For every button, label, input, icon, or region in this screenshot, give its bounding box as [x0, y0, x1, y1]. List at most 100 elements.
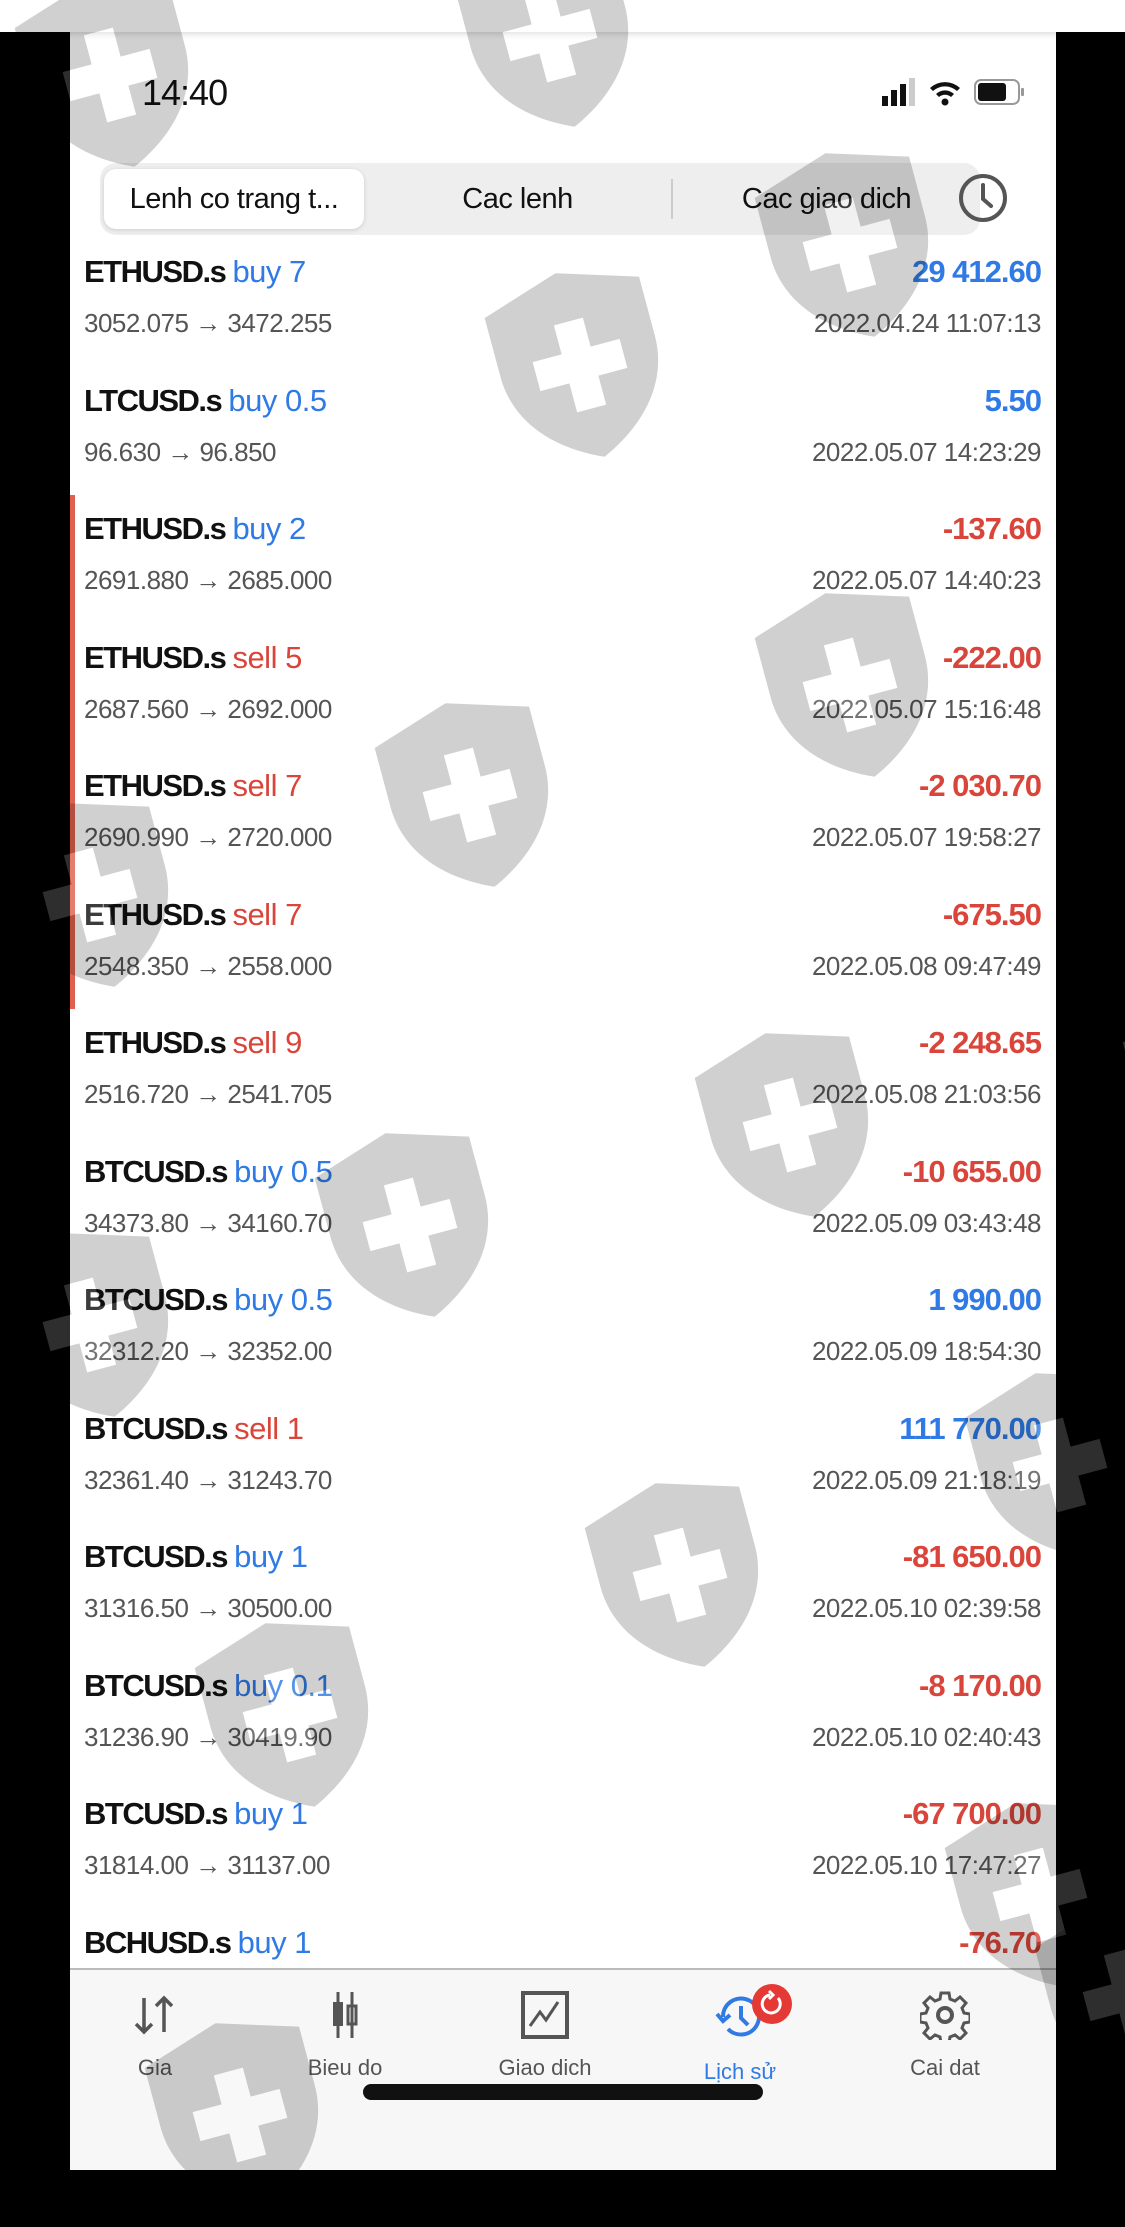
trade-datetime: 2022.05.10 17:47:27: [811, 1850, 1042, 1880]
trade-profit: -81 650.00: [902, 1539, 1042, 1574]
trade-row[interactable]: BTCUSD.s buy 0.5 1 990.00 32312.20 → 323…: [70, 1266, 1056, 1395]
trade-side: buy 2: [232, 511, 306, 546]
phone-screen: 14:40 Lenh co trang t... Cac lenh Cac gi…: [70, 32, 1056, 2170]
trade-side: buy 0.1: [234, 1667, 333, 1703]
trade-datetime: 2022.05.08 09:47:49: [811, 950, 1042, 981]
trade-datetime: 2022.05.09 18:54:30: [811, 1336, 1042, 1366]
nav-gia[interactable]: Gia: [75, 1990, 235, 2081]
trade-side: sell 9: [232, 1025, 302, 1060]
trade-symbol: ETHUSD.s sell 7: [84, 768, 302, 803]
trade-row[interactable]: BTCUSD.s buy 1 -67 700.00 31814.00 → 311…: [70, 1780, 1056, 1909]
trade-datetime: 2022.05.07 15:16:48: [811, 693, 1042, 724]
tab-deals[interactable]: Cac giao dich: [741, 183, 912, 215]
trade-profit: -8 170.00: [919, 1667, 1042, 1703]
trade-row[interactable]: BTCUSD.s buy 0.1 -8 170.00 31236.90 → 30…: [70, 1652, 1056, 1781]
trade-row[interactable]: BCHUSD.s buy 1 -76.70: [70, 1909, 1056, 2038]
wifi-icon: [930, 82, 960, 106]
trade-profit: -675.50: [942, 896, 1042, 932]
trade-datetime: 2022.05.10 02:39:58: [811, 1593, 1042, 1623]
tab-divider: [671, 179, 673, 219]
trade-prices: 32361.40 → 31243.70: [84, 1464, 332, 1495]
trade-symbol: ETHUSD.s buy 2: [84, 511, 306, 546]
trade-side: sell 7: [232, 768, 302, 803]
trade-symbol: ETHUSD.s sell 5: [84, 639, 302, 675]
nav-lich-su[interactable]: Lịch sử: [660, 1984, 820, 2085]
trade-profit: 29 412.60: [912, 254, 1042, 289]
trade-symbol: BTCUSD.s buy 0.1: [84, 1667, 333, 1703]
trade-row[interactable]: LTCUSD.s buy 0.5 5.50 96.630 → 96.850 20…: [70, 367, 1056, 496]
trade-row[interactable]: ETHUSD.s sell 5 -222.00 2687.560 → 2692.…: [70, 623, 1056, 753]
trade-prices: 31316.50 → 30500.00: [84, 1593, 332, 1623]
trade-symbol: BTCUSD.s buy 0.5: [84, 1282, 333, 1317]
nav-bieu-do[interactable]: Bieu do: [265, 1990, 425, 2081]
bottom-nav: Gia Bieu do Giao dich Lịch sử Cai dat: [70, 1968, 1056, 2170]
trade-side: buy 1: [234, 1539, 308, 1574]
trade-prices: 31814.00 → 31137.00: [84, 1850, 330, 1880]
nav-giao-dich[interactable]: Giao dich: [465, 1990, 625, 2081]
trade-profit: 5.50: [984, 382, 1042, 418]
candlestick-icon: [333, 1992, 358, 2038]
trade-datetime: 2022.05.09 21:18:19: [811, 1464, 1042, 1495]
trade-datetime: 2022.05.07 19:58:27: [811, 822, 1042, 852]
trade-row[interactable]: BTCUSD.s sell 1 111 770.00 32361.40 → 31…: [70, 1395, 1056, 1524]
battery-icon: [974, 79, 1024, 105]
trade-row[interactable]: ETHUSD.s sell 7 -2 030.70 2690.990 → 272…: [70, 752, 1056, 881]
trade-symbol: BTCUSD.s buy 1: [84, 1539, 308, 1574]
top-strip: [0, 0, 1125, 32]
trade-row[interactable]: ETHUSD.s buy 7 29 412.60 3052.075 → 3472…: [70, 238, 1056, 367]
trade-profit: -76.70: [959, 1924, 1042, 1960]
trade-symbol: LTCUSD.s buy 0.5: [84, 382, 327, 418]
trade-profit: -2 248.65: [919, 1025, 1042, 1060]
trade-prices: 2691.880 → 2685.000: [84, 565, 332, 595]
trade-prices: 96.630 → 96.850: [84, 436, 277, 467]
trade-symbol: BCHUSD.s buy 1: [84, 1924, 311, 1960]
status-bar: 14:40: [70, 32, 1056, 152]
trade-datetime: 2022.05.08 21:03:56: [811, 1079, 1042, 1109]
gear-icon: [918, 1991, 972, 2045]
trade-symbol: ETHUSD.s sell 9: [84, 1025, 302, 1060]
trade-row[interactable]: ETHUSD.s sell 7 -675.50 2548.350 → 2558.…: [70, 880, 1056, 1010]
home-indicator: [363, 2084, 763, 2100]
trade-row[interactable]: ETHUSD.s buy 2 -137.60 2691.880 → 2685.0…: [70, 495, 1056, 624]
trade-symbol: ETHUSD.s buy 7: [84, 254, 306, 289]
clock-icon[interactable]: [956, 171, 1010, 225]
trade-datetime: 2022.04.24 11:07:13: [813, 308, 1042, 338]
trade-side: buy 7: [232, 254, 306, 289]
shield-watermark-icon: [1084, 1703, 1125, 1887]
trade-row[interactable]: ETHUSD.s sell 9 -2 248.65 2516.720 → 254…: [70, 1009, 1056, 1138]
trade-side: buy 0.5: [228, 382, 327, 418]
tab-positions[interactable]: Lenh co trang t...: [104, 169, 364, 229]
trade-prices: 34373.80 → 34160.70: [84, 1207, 332, 1238]
trade-datetime: 2022.05.07 14:23:29: [811, 436, 1042, 467]
trade-row[interactable]: BTCUSD.s buy 1 -81 650.00 31316.50 → 305…: [70, 1523, 1056, 1652]
trade-profit: 1 990.00: [928, 1282, 1042, 1317]
trade-chart-icon: [521, 1991, 569, 2039]
trade-symbol: BTCUSD.s sell 1: [84, 1410, 304, 1446]
trade-profit: -222.00: [942, 639, 1042, 675]
trade-side: buy 0.5: [234, 1153, 333, 1189]
trade-datetime: 2022.05.10 02:40:43: [811, 1721, 1042, 1752]
trade-side: buy 1: [234, 1796, 308, 1831]
trade-side: sell 1: [234, 1410, 304, 1446]
trade-prices: 2516.720 → 2541.705: [84, 1079, 332, 1109]
trade-symbol: BTCUSD.s buy 1: [84, 1796, 308, 1831]
trade-side: sell 7: [232, 896, 302, 932]
trade-side: buy 0.5: [234, 1282, 333, 1317]
trade-prices: 31236.90 → 30419.90: [84, 1721, 332, 1752]
trade-prices: 3052.075 → 3472.255: [84, 308, 332, 338]
nav-cai-dat[interactable]: Cai dat: [865, 1990, 1025, 2081]
trade-profit: -10 655.00: [902, 1153, 1042, 1189]
tab-orders[interactable]: Cac lenh: [462, 183, 573, 215]
trade-profit: 111 770.00: [899, 1410, 1042, 1446]
trade-prices: 2687.560 → 2692.000: [84, 693, 332, 724]
trade-side: sell 5: [232, 639, 302, 675]
trade-prices: 2548.350 → 2558.000: [84, 950, 332, 981]
shield-watermark-icon: [1074, 953, 1125, 1137]
trade-symbol: ETHUSD.s sell 7: [84, 896, 302, 932]
trade-datetime: 2022.05.09 03:43:48: [811, 1207, 1042, 1238]
status-time: 14:40: [142, 72, 228, 113]
trade-profit: -2 030.70: [919, 768, 1042, 803]
signal-icon: [882, 78, 915, 106]
trade-row[interactable]: BTCUSD.s buy 0.5 -10 655.00 34373.80 → 3…: [70, 1138, 1056, 1267]
trade-profit: -137.60: [942, 511, 1042, 546]
